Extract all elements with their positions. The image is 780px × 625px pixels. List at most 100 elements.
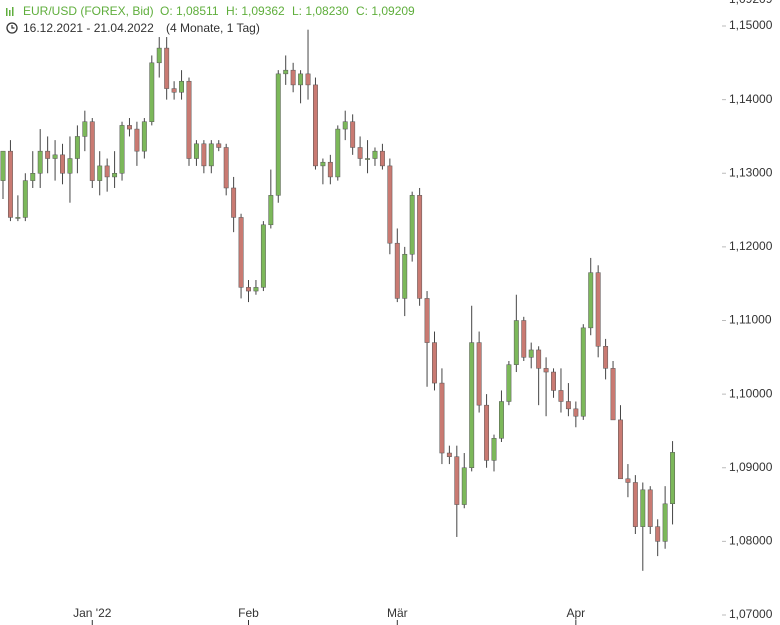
candle-body bbox=[662, 503, 668, 542]
candle-body bbox=[74, 136, 80, 159]
candle-body bbox=[506, 364, 512, 402]
candle-body bbox=[246, 287, 251, 292]
candle-body bbox=[528, 349, 534, 358]
candle-body bbox=[313, 84, 318, 167]
candle-body bbox=[484, 404, 490, 461]
candle-body bbox=[417, 195, 423, 299]
candle-body bbox=[618, 419, 623, 480]
candle-body bbox=[201, 143, 207, 167]
candle-body bbox=[208, 143, 214, 167]
clock-icon bbox=[6, 22, 18, 34]
candle-body bbox=[320, 161, 326, 167]
candle-body bbox=[171, 88, 177, 93]
candle-body bbox=[655, 526, 661, 542]
close: C: 1,09209 bbox=[356, 4, 415, 18]
candle-body bbox=[298, 73, 304, 86]
candle-body bbox=[156, 47, 162, 64]
candle-body bbox=[543, 368, 549, 373]
candle-body bbox=[45, 150, 51, 159]
date-range: 16.12.2021 - 21.04.2022 bbox=[23, 21, 154, 35]
candle-body bbox=[30, 173, 36, 181]
y-tick-label: 1,15000 bbox=[729, 18, 773, 32]
candle-body bbox=[275, 73, 281, 196]
candle-body bbox=[253, 287, 259, 292]
open: O: 1,08511 bbox=[160, 4, 219, 18]
candle-body bbox=[7, 150, 13, 218]
candle-body bbox=[268, 195, 274, 226]
candle-body bbox=[231, 187, 237, 218]
icon bbox=[12, 7, 14, 16]
candle-body bbox=[89, 121, 95, 181]
candle-body bbox=[350, 121, 356, 148]
candle-body bbox=[446, 452, 452, 457]
x-tick-label: Jan '22 bbox=[73, 606, 112, 620]
candle-body bbox=[394, 242, 400, 299]
symbol: EUR/USD (FOREX, Bid) bbox=[23, 4, 154, 18]
candle-body bbox=[365, 158, 370, 160]
candle-body bbox=[22, 180, 28, 218]
candle-body bbox=[580, 327, 586, 417]
icon bbox=[9, 10, 11, 16]
last-price-label: 1,09209 bbox=[729, 0, 773, 6]
period: (4 Monate, 1 Tag) bbox=[166, 21, 260, 35]
candle-body bbox=[15, 217, 21, 219]
candle-body bbox=[558, 390, 564, 402]
candle-body bbox=[372, 150, 378, 159]
candle-body bbox=[52, 154, 58, 159]
candle-body bbox=[402, 253, 408, 299]
candle-body bbox=[565, 401, 571, 410]
candle-body bbox=[357, 147, 363, 159]
candle-body bbox=[223, 147, 229, 189]
candle-body bbox=[141, 121, 147, 152]
candle-body bbox=[424, 298, 430, 343]
x-tick-label: Feb bbox=[238, 606, 259, 620]
candle-body bbox=[186, 80, 192, 159]
candle-body bbox=[0, 150, 6, 181]
candle-body bbox=[536, 349, 542, 369]
y-tick-label: 1,08000 bbox=[729, 534, 773, 548]
candle-body bbox=[305, 73, 311, 86]
candle-body bbox=[499, 401, 504, 439]
candle-body bbox=[432, 342, 437, 384]
candle-body bbox=[260, 224, 266, 288]
y-tick-label: 1,12000 bbox=[729, 239, 773, 253]
candle-body bbox=[647, 489, 653, 527]
y-tick-label: 1,14000 bbox=[729, 92, 773, 106]
candle-body bbox=[603, 346, 609, 369]
candle-body bbox=[67, 158, 73, 174]
icon bbox=[6, 8, 8, 16]
candle-body bbox=[454, 456, 460, 505]
candle-body bbox=[290, 69, 296, 86]
high: H: 1,09362 bbox=[226, 4, 285, 18]
y-tick-label: 1,10000 bbox=[729, 386, 773, 400]
candle-body bbox=[588, 272, 594, 329]
y-tick-label: 1,09000 bbox=[729, 460, 773, 474]
x-tick-label: Apr bbox=[567, 606, 586, 620]
candle-body bbox=[193, 143, 199, 159]
candle-body bbox=[469, 342, 475, 468]
candle-body bbox=[97, 165, 103, 181]
candle-body bbox=[513, 320, 519, 365]
candle-body bbox=[283, 69, 289, 75]
candle-body bbox=[640, 489, 646, 527]
candle-body bbox=[119, 125, 125, 174]
candle-body bbox=[573, 408, 579, 417]
candle-body bbox=[387, 165, 393, 244]
candle-body bbox=[670, 452, 676, 505]
candle-body bbox=[476, 342, 482, 406]
candle-body bbox=[104, 165, 110, 178]
candle-body bbox=[149, 62, 155, 122]
candle-body bbox=[610, 368, 616, 421]
candle-body bbox=[335, 128, 341, 178]
candle-body bbox=[37, 150, 43, 174]
candle-body bbox=[461, 467, 467, 505]
candle-body bbox=[491, 438, 497, 461]
candle-body bbox=[342, 121, 348, 130]
candle-body bbox=[409, 195, 415, 255]
candle-body bbox=[632, 482, 638, 527]
candle-body bbox=[327, 161, 333, 178]
candle-body bbox=[216, 143, 222, 148]
candle-body bbox=[595, 272, 601, 347]
candle-body bbox=[551, 371, 556, 391]
